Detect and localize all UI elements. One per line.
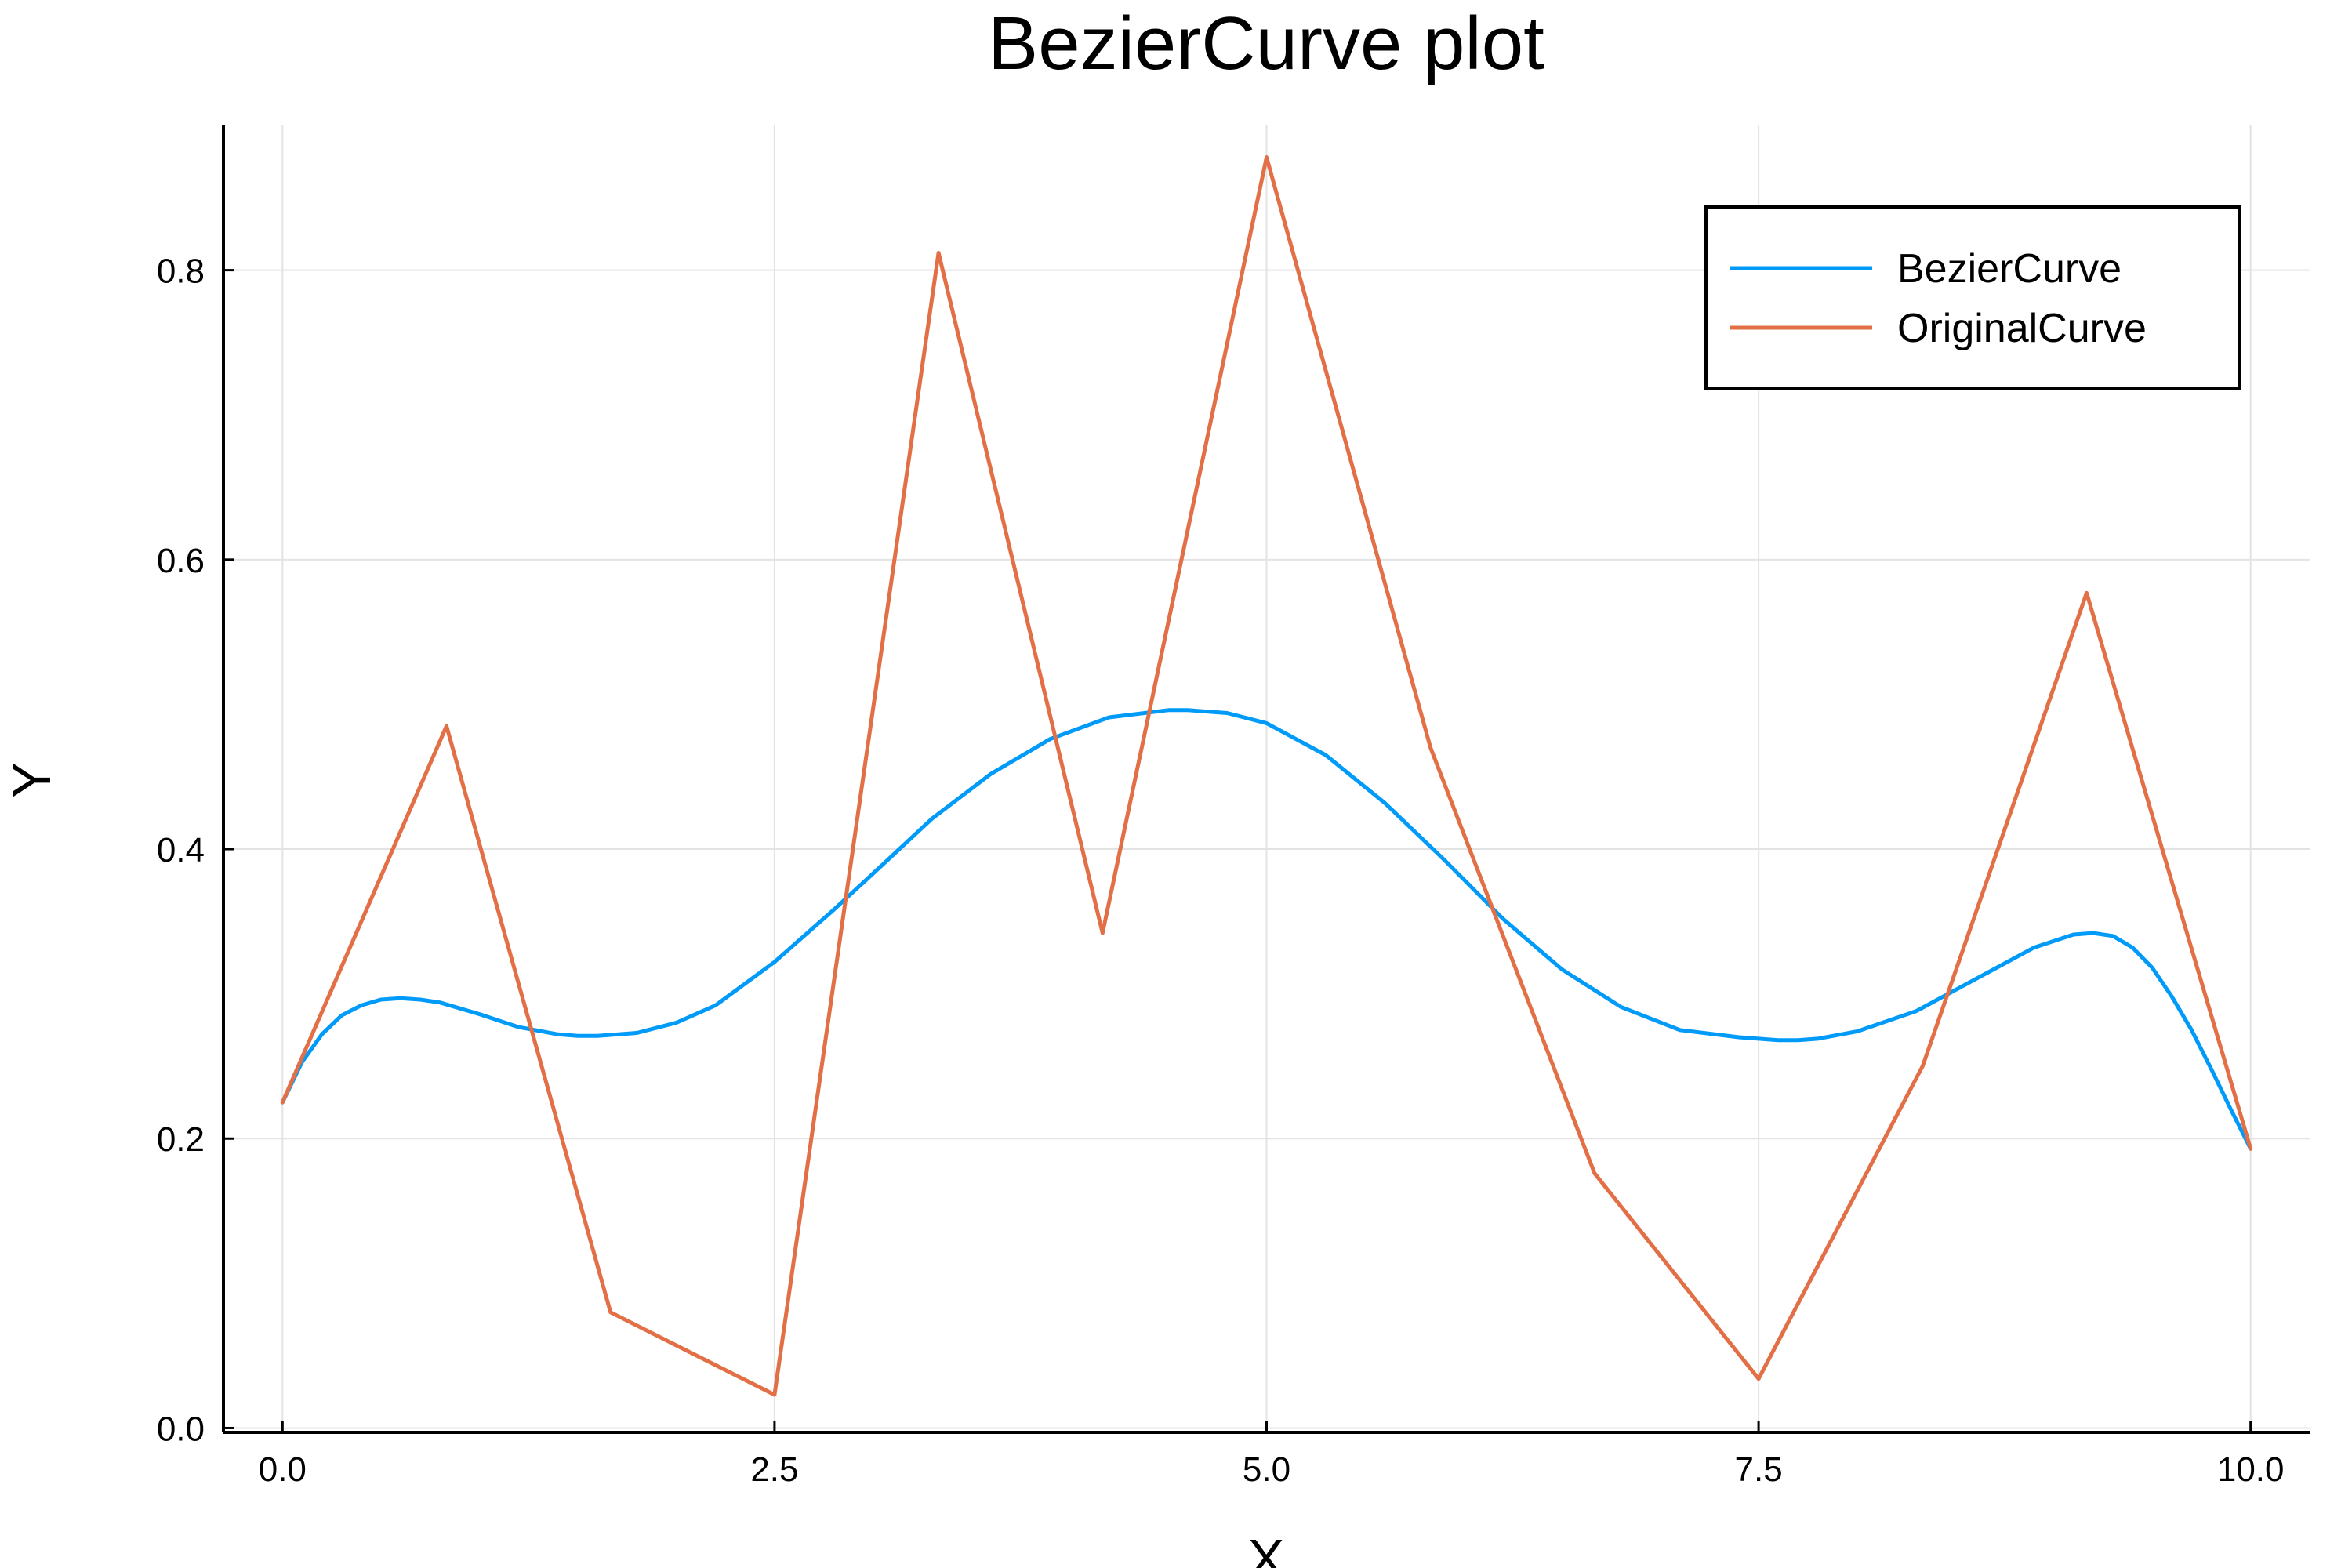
- ticks: 0.0 2.5 5.0 7.5 10.0 0.0 0.2 0.4 0.6 0.8: [157, 252, 2285, 1489]
- x-axis-label: X: [1248, 1528, 1285, 1568]
- y-tick-label: 0.4: [157, 831, 205, 869]
- x-tick-label: 7.5: [1735, 1450, 1783, 1489]
- series: [280, 155, 2253, 1397]
- y-tick-label: 0.8: [157, 252, 205, 291]
- legend: BezierCurve OriginalCurve: [1704, 205, 2241, 390]
- y-axis-label: Y: [1, 762, 62, 799]
- y-tick-label: 0.0: [157, 1410, 205, 1448]
- y-tick-label: 0.6: [157, 542, 205, 580]
- series-line-originalcurve: [280, 155, 2253, 1397]
- x-tick-label: 0.0: [259, 1450, 307, 1489]
- legend-label-beziercurve: BezierCurve: [1897, 246, 2122, 292]
- x-tick-label: 10.0: [2217, 1450, 2285, 1489]
- legend-label-originalcurve: OriginalCurve: [1897, 306, 2147, 351]
- series-line-beziercurve: [280, 708, 2253, 1151]
- x-tick-label: 5.0: [1243, 1450, 1290, 1489]
- x-tick-label: 2.5: [750, 1450, 798, 1489]
- legend-box: [1704, 205, 2241, 390]
- chart-title: BezierCurve plot: [988, 2, 1544, 85]
- y-tick-label: 0.2: [157, 1120, 205, 1159]
